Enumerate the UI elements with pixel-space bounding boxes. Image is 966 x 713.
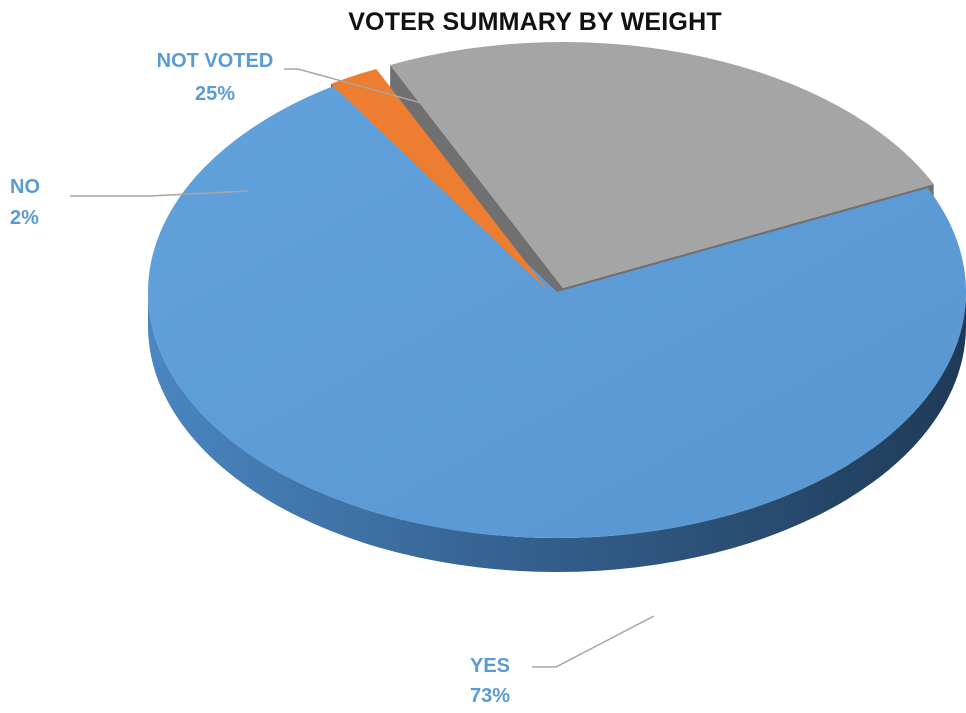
leader-line-yes	[532, 615, 655, 668]
leader-line-no	[70, 190, 249, 197]
category-label-no: NO	[10, 176, 40, 198]
pie-slice-no	[331, 69, 549, 293]
percent-label-yes: 73%	[470, 685, 510, 707]
category-label-not-voted: NOT VOTED	[157, 50, 274, 72]
pie-slice-not-voted	[390, 41, 934, 288]
pie-labels: YES 73% NO 2% NOT VOTED 25%	[10, 50, 655, 707]
percent-label-not-voted: 25%	[195, 83, 235, 105]
pie-tops	[148, 41, 966, 539]
chart-title: VOTER SUMMARY BY WEIGHT	[348, 8, 722, 36]
pie-slice-yes	[148, 83, 966, 539]
leader-line-not-voted	[284, 68, 513, 129]
category-label-yes: YES	[470, 655, 510, 677]
percent-label-no: 2%	[10, 207, 39, 229]
